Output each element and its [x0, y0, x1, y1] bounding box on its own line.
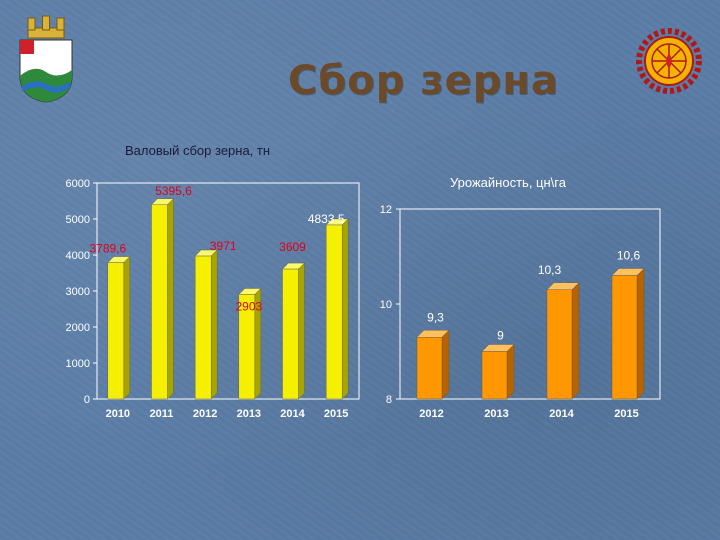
- harvest-bar: [194, 249, 218, 400]
- harvest-chart: Валовый сбор зерна, тн 0 1000 2000 3000 4000…: [66, 143, 360, 420]
- yield-y-axis: 8 10 12: [380, 204, 400, 406]
- harvest-y-tick-label: 3000: [66, 286, 90, 298]
- harvest-bar: [325, 218, 349, 400]
- harvest-bar: [238, 288, 262, 400]
- harvest-x-tick-label: 2012: [193, 408, 217, 420]
- sun-wheel-icon: [636, 28, 702, 94]
- harvest-bar: [151, 198, 174, 400]
- harvest-data-label: 3789,6: [89, 242, 126, 256]
- harvest-x-tick-label: 2014: [280, 408, 305, 420]
- yield-x-axis: 2012 2013 2014 2015: [419, 408, 638, 420]
- harvest-bar: [107, 256, 131, 400]
- yield-data-labels: 9,3 9 10,3 10,6: [427, 249, 640, 343]
- yield-x-tick-label: 2013: [484, 408, 508, 420]
- harvest-data-label: 4833,5: [308, 212, 345, 226]
- yield-bar: [611, 268, 645, 400]
- coat-of-arms-icon: [19, 15, 73, 103]
- harvest-data-label: 2903: [235, 299, 262, 313]
- harvest-x-tick-label: 2011: [150, 408, 174, 420]
- yield-y-tick-label: 10: [380, 299, 392, 311]
- harvest-x-tick-label: 2015: [324, 408, 348, 420]
- yield-y-tick-label: 12: [380, 204, 392, 216]
- harvest-y-tick-label: 4000: [66, 250, 90, 262]
- yield-x-tick-label: 2014: [549, 408, 574, 420]
- harvest-y-tick-label: 2000: [66, 322, 90, 334]
- yield-data-label: 9: [497, 329, 504, 343]
- harvest-chart-title: Валовый сбор зерна, тн: [125, 143, 270, 158]
- harvest-y-tick-label: 1000: [66, 358, 90, 370]
- yield-data-label: 10,6: [617, 249, 641, 263]
- harvest-x-tick-label: 2010: [106, 408, 130, 420]
- harvest-y-tick-label: 0: [84, 394, 90, 406]
- yield-y-tick-label: 8: [386, 394, 392, 406]
- harvest-x-axis: 2010 2011 2012 2013 2014 2015: [106, 408, 349, 420]
- crown: [27, 15, 65, 39]
- yield-bar: [481, 344, 515, 400]
- harvest-x-tick-label: 2013: [237, 408, 261, 420]
- harvest-data-label: 3609: [279, 240, 306, 254]
- yield-x-tick-label: 2012: [419, 408, 443, 420]
- harvest-y-axis: 0 1000 2000 3000 4000 5000 6000: [66, 178, 97, 406]
- yield-chart-title: Урожайность, цн\га: [450, 175, 567, 190]
- harvest-y-tick-label: 6000: [66, 178, 90, 190]
- yield-data-label: 9,3: [427, 310, 444, 324]
- yield-bar: [416, 329, 450, 400]
- yield-x-tick-label: 2015: [614, 408, 638, 420]
- yield-data-label: 10,3: [538, 263, 562, 277]
- harvest-data-label: 5395,6: [155, 184, 192, 198]
- yield-bars: [416, 268, 645, 400]
- harvest-bar: [282, 262, 305, 400]
- slide-title: Сбор зерна: [288, 58, 559, 104]
- harvest-y-tick-label: 5000: [66, 214, 90, 226]
- harvest-bars: [107, 198, 349, 400]
- harvest-data-label: 3971: [210, 239, 237, 253]
- yield-bar: [546, 282, 580, 400]
